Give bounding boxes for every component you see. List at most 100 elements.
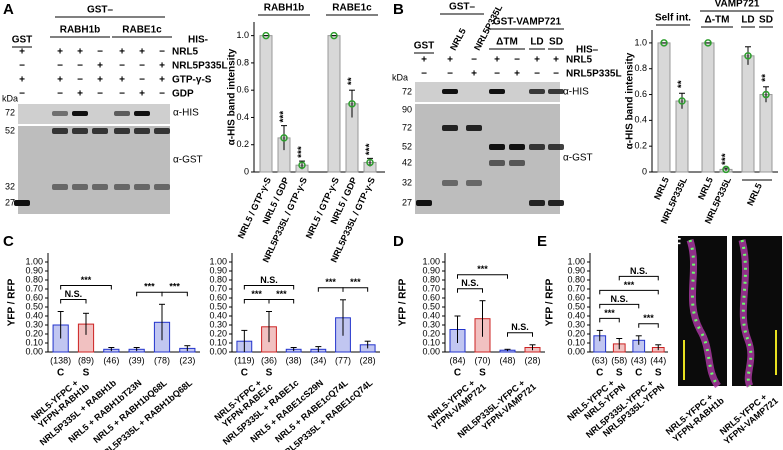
significance: ***	[279, 111, 290, 123]
band	[548, 89, 564, 94]
y-tick-label: 0.00	[422, 346, 440, 356]
sign: +	[119, 47, 125, 58]
x-tick-label: NRL5	[652, 176, 671, 202]
n-label: (77)	[335, 355, 351, 365]
blot-his	[18, 104, 170, 124]
group-title: RABH1b	[264, 3, 305, 14]
sign: +	[139, 89, 145, 100]
sign: +	[447, 55, 453, 66]
band	[154, 184, 170, 190]
y-tick-label: 0.50	[209, 301, 227, 311]
panel-letter: D	[393, 233, 404, 250]
sign: +	[19, 47, 25, 58]
y-tick-label: 0.80	[209, 274, 227, 284]
significance: **	[347, 77, 358, 85]
y-tick-label: 0.50	[567, 301, 585, 311]
bracket-label: ***	[350, 277, 361, 287]
antibody-label: α-HIS	[563, 87, 589, 98]
y-tick-label: 0.20	[25, 328, 43, 338]
mean-point	[722, 165, 730, 174]
y-axis-label: YFP / RFP	[398, 278, 409, 326]
bracket	[243, 299, 270, 304]
sign: +	[97, 75, 103, 86]
y-tick-label: 0.80	[422, 274, 440, 284]
n-label: (63)	[592, 355, 608, 365]
column-header: GST-VAMP721	[493, 17, 562, 28]
y-tick-label: 0.00	[25, 346, 43, 356]
y-tick-label: 0.90	[25, 265, 43, 275]
y-tick-label: 0.30	[422, 319, 440, 329]
row-label: NRL5P335L	[566, 69, 622, 80]
sublabel: C	[57, 368, 64, 379]
sign: −	[447, 69, 453, 80]
row-label: NRL5	[566, 55, 593, 66]
sign: +	[494, 55, 500, 66]
bracket	[457, 274, 508, 279]
sign: −	[494, 69, 500, 80]
row-label: NRL5	[172, 47, 199, 58]
n-label: (36)	[261, 355, 277, 365]
mean-point	[348, 100, 356, 108]
sign: +	[57, 47, 63, 58]
sign: −	[57, 61, 63, 72]
bracket	[638, 323, 659, 328]
panel-letter: C	[3, 233, 14, 250]
group-title: VAMP721	[715, 0, 760, 10]
bar	[741, 55, 755, 173]
size-marker: 90	[402, 104, 412, 114]
mean-point	[704, 39, 712, 47]
sign: +	[77, 47, 83, 58]
mean-point	[330, 31, 338, 40]
mean-point	[366, 158, 374, 167]
column-header: NRL5	[448, 27, 468, 52]
column-header: LD	[530, 37, 543, 48]
y-tick-label: 0.30	[209, 319, 227, 329]
band	[489, 89, 505, 94]
y-tick-label: 0.90	[567, 265, 585, 275]
band	[489, 144, 505, 150]
micrographs	[678, 236, 782, 389]
y-tick-label: 0.2	[236, 139, 249, 149]
y-tick-label: 0	[642, 166, 647, 176]
column-header: ΔTM	[496, 37, 518, 48]
bracket	[243, 285, 295, 290]
y-tick-label: 0.4	[634, 115, 647, 125]
bracket-label: N.S.	[610, 294, 628, 304]
band	[489, 160, 505, 166]
bait-label: HIS–	[576, 45, 599, 56]
n-label: (28)	[524, 355, 540, 365]
y-tick-label: 0.40	[25, 310, 43, 320]
n-label: (119)	[234, 355, 254, 365]
mean-point	[660, 39, 668, 47]
sublabel: S	[655, 368, 662, 379]
y-tick-label: 1.00	[422, 256, 440, 266]
band	[92, 184, 108, 190]
significance: ***	[365, 143, 376, 155]
y-axis-label: YFP / RFP	[545, 278, 556, 326]
sign: −	[139, 61, 145, 72]
kda-label: kDa	[392, 72, 408, 82]
size-marker: 27	[402, 197, 412, 207]
mean-point	[678, 97, 686, 105]
bracket	[618, 275, 659, 281]
column-header: RABE1c	[122, 25, 162, 36]
antibody-label: α-GST	[173, 155, 203, 166]
subgroup-title: SD	[759, 15, 773, 26]
bracket-label: N.S.	[511, 322, 529, 332]
size-marker: 32	[5, 181, 15, 191]
bracket-label: N.S.	[65, 289, 83, 299]
bracket-label: N.S.	[461, 278, 479, 288]
size-marker: 42	[402, 157, 412, 167]
n-label: (46)	[103, 355, 119, 365]
size-marker: 27	[5, 197, 15, 207]
sign: +	[421, 55, 427, 66]
size-marker: 72	[402, 86, 412, 96]
bar	[259, 35, 273, 173]
y-tick-label: 0.6	[634, 89, 647, 99]
band	[548, 200, 564, 206]
y-tick-label: 1.00	[25, 256, 43, 266]
group-header: GST–	[87, 5, 114, 16]
y-tick-label: 0.10	[25, 337, 43, 347]
y-tick-label: 0.80	[25, 274, 43, 284]
y-tick-label: 0.40	[567, 310, 585, 320]
